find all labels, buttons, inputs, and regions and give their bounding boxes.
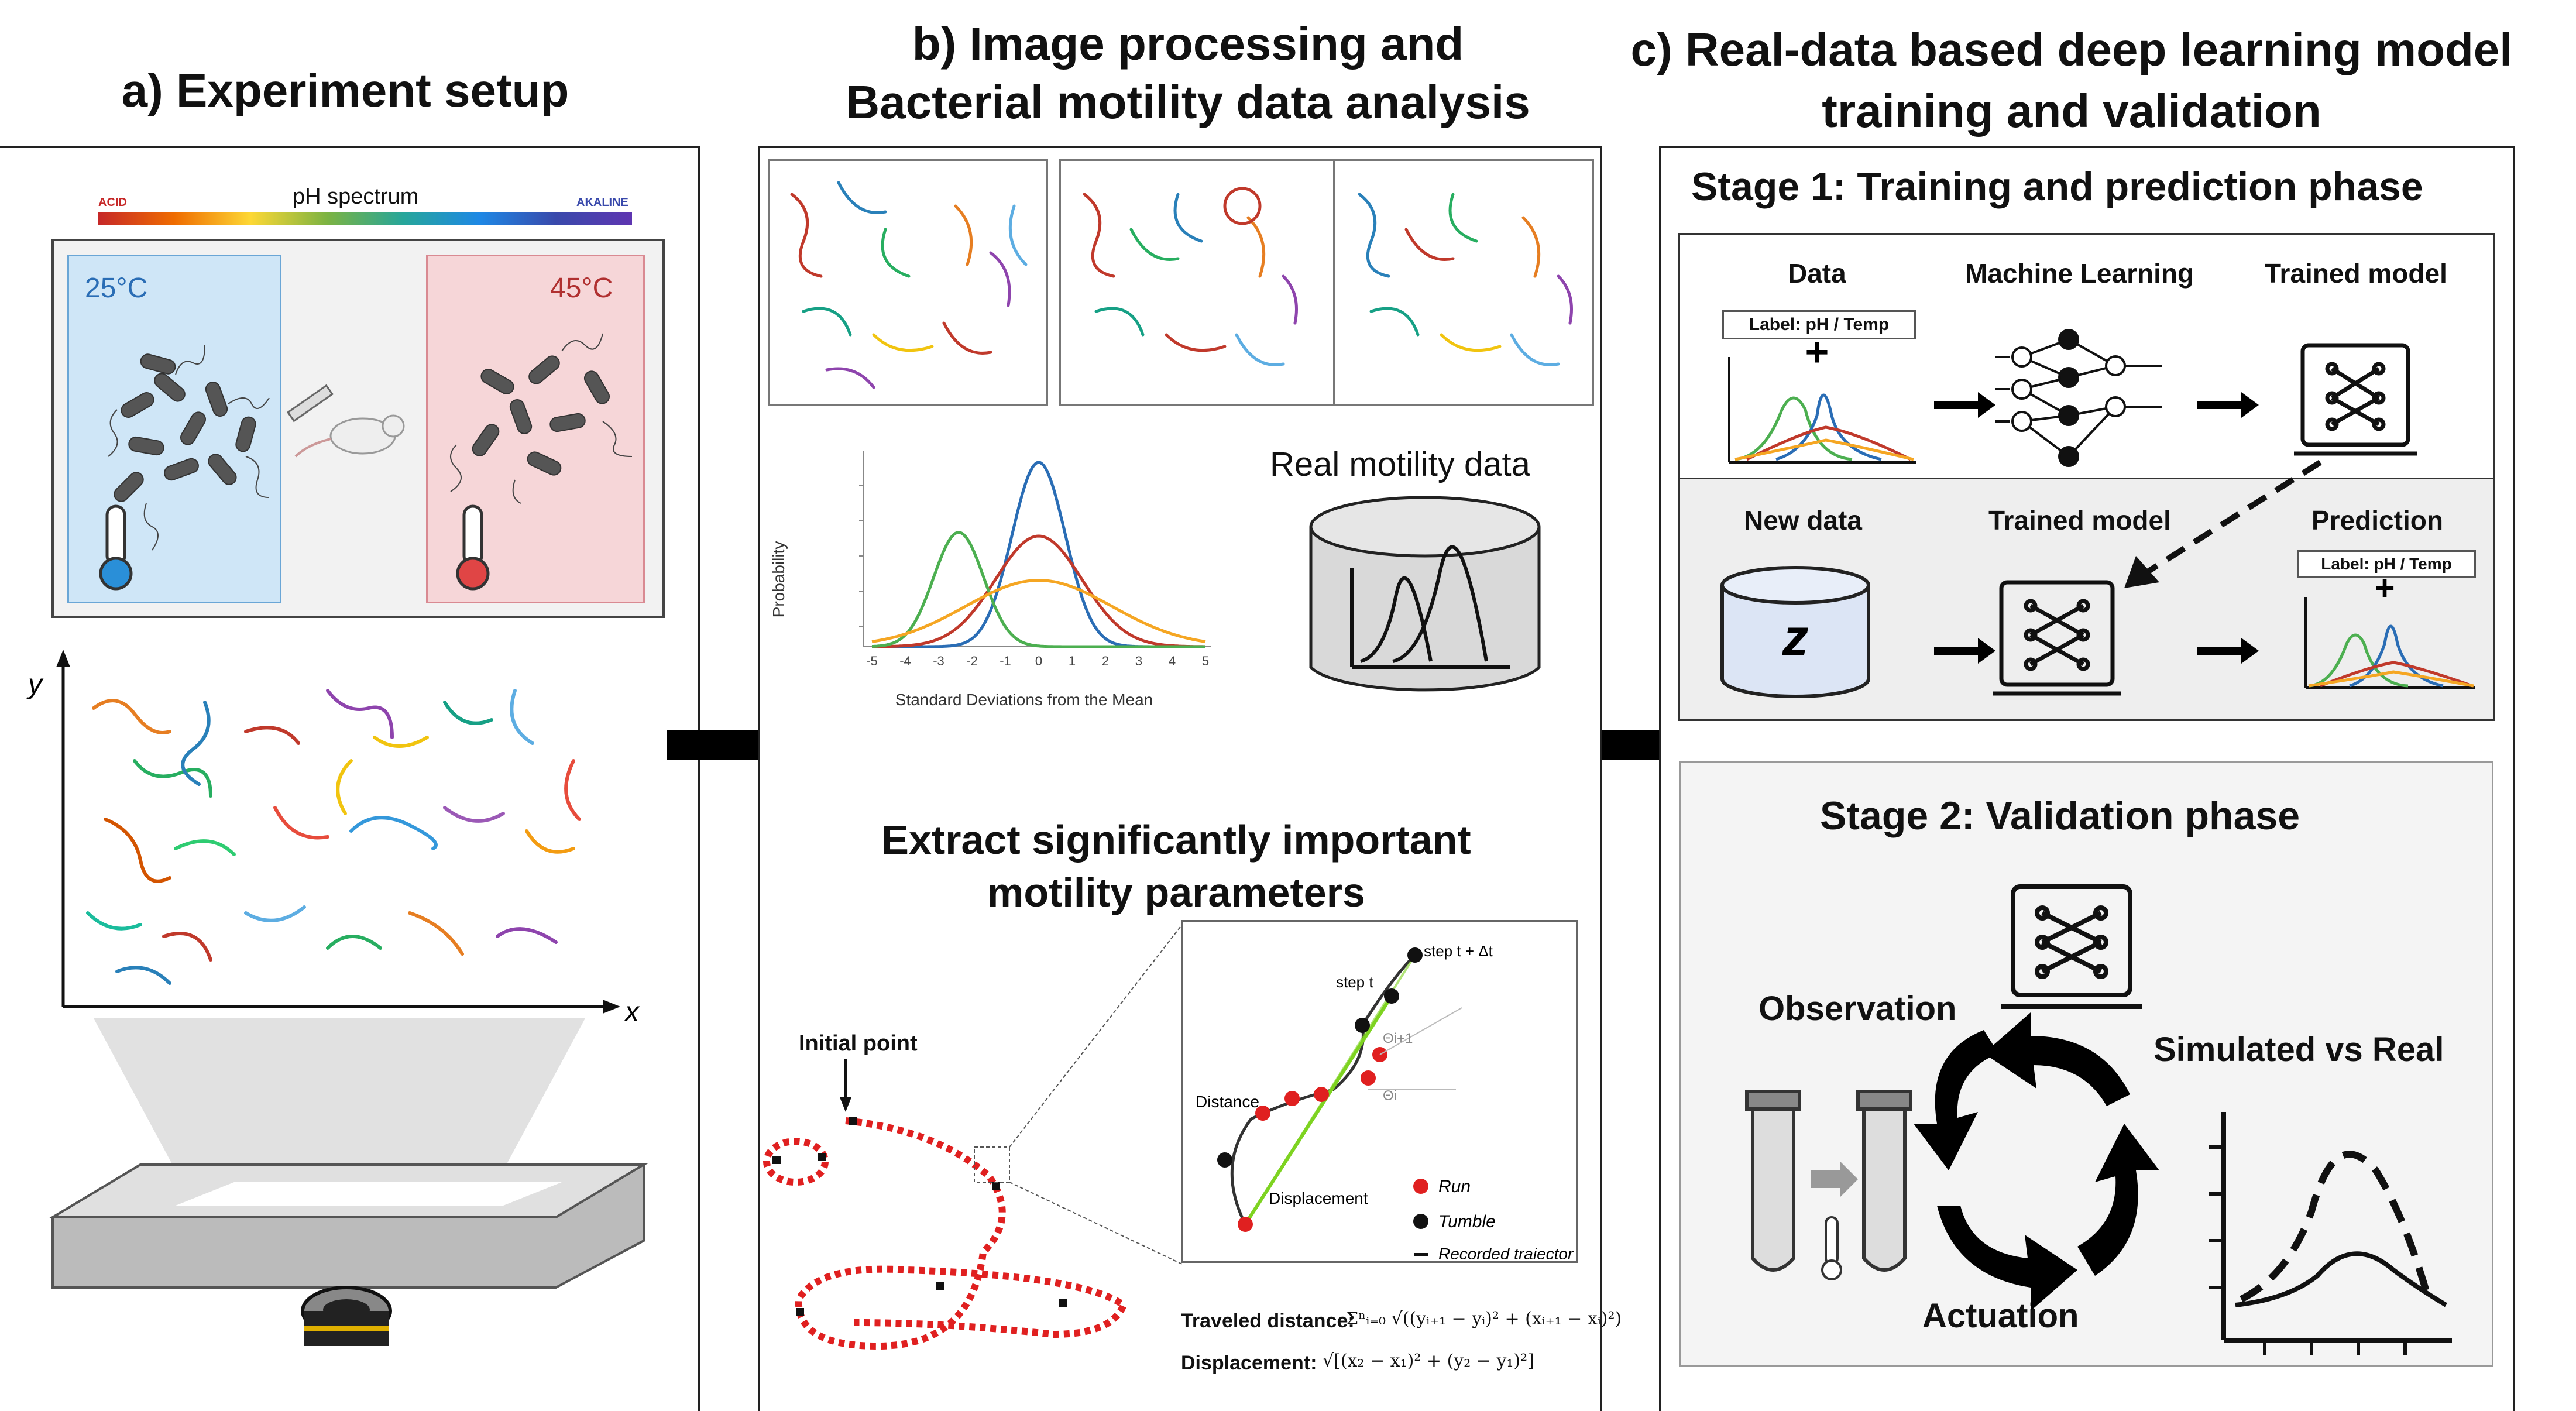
laptop-icon-1: [2294, 343, 2417, 456]
real-motility-data-title: Real motility data: [1270, 445, 1530, 483]
chart-x-tick-label: 0: [1035, 654, 1042, 668]
chart-x-tick-label: -3: [933, 654, 944, 668]
step-t-dt-label: step t + Δt: [1424, 942, 1493, 960]
trained-model-label-2: Trained model: [1988, 505, 2171, 535]
observation-label: Observation: [1758, 990, 1957, 1028]
flagella-cold: [108, 345, 270, 551]
laptop-icon-3: [2001, 884, 2142, 1009]
title-c-line1: c) Real-data based deep learning model: [1630, 23, 2513, 75]
chart-x-tick-label: -1: [1000, 654, 1011, 668]
title-a: a) Experiment setup: [121, 64, 569, 116]
trained-model-label: Trained model: [2265, 258, 2447, 289]
mouse-icon: [294, 414, 405, 458]
initial-point-label: Initial point: [799, 1031, 918, 1056]
extract-heading-line1: Extract significantly important: [881, 817, 1471, 863]
displacement-formula-label: Displacement:: [1181, 1352, 1317, 1374]
title-c-line2: training and validation: [1822, 85, 2321, 137]
zoom-inset: [1181, 920, 1578, 1263]
tracking-image-1: [768, 159, 1048, 406]
trajectory-diagram: [763, 925, 1183, 1350]
y-axis-label: y: [26, 669, 44, 700]
ph-spectrum-bar: [98, 212, 632, 225]
zoom-inset-drawing: step t + Δt step t Θi+1 Θi Distance Disp…: [1196, 942, 1574, 1259]
alkaline-label: AKALINE: [576, 196, 628, 209]
title-b-line1: b) Image processing and: [912, 18, 1464, 70]
traveled-distance-formula: Σⁿᵢ₌₀ √((yᵢ₊₁ − yᵢ)² + (xᵢ₊₁ − xᵢ)²): [1346, 1309, 1622, 1329]
distance-label: Distance: [1196, 1093, 1259, 1111]
cycle-arrows-icon: [1914, 1012, 2159, 1311]
theta-i-label: Θi: [1383, 1088, 1397, 1104]
hot-chamber: [426, 255, 645, 603]
temp-cold-label: 25°C: [85, 273, 148, 304]
flagella-hot: [450, 333, 633, 504]
chart-x-tick-label: -4: [899, 654, 911, 668]
chart-x-tick-label: -2: [966, 654, 978, 668]
chart-x-tick-label: 3: [1135, 654, 1142, 668]
chart-x-tick-label: 4: [1169, 654, 1176, 668]
prediction-label: Prediction: [2311, 505, 2443, 535]
chart-x-tick-label: 5: [1202, 654, 1209, 668]
label-ph-temp-box: Label: pH / Temp: [1722, 310, 1916, 339]
displacement-label: Displacement: [1269, 1189, 1368, 1207]
chart-series-line-0: [872, 461, 1205, 648]
bacteria-cold-icon: [114, 353, 256, 502]
syringe-icon: [286, 384, 334, 423]
database-icon: [1309, 496, 1541, 692]
test-tube-icon-1: [1745, 1090, 1801, 1272]
test-tube-icon-2: [1856, 1090, 1912, 1272]
svg-text:+: +: [2374, 568, 2395, 607]
new-data-database-icon: [1720, 566, 1870, 698]
z-letter: z: [1782, 609, 1809, 667]
stage1-drawing: +: [1720, 329, 2475, 698]
distribution-chart: -5 -4 -3 -2 -1 0 1 2 3 4 5 Probability Standard De…: [770, 451, 1211, 709]
legend-tumble: Tumble: [1438, 1212, 1496, 1231]
thermometer-cold-icon: [99, 504, 133, 591]
chart-x-tick-label: 2: [1102, 654, 1109, 668]
thermometer-hot-icon: [456, 504, 490, 591]
chart-series-line-2: [871, 531, 1205, 648]
chart-x-tick-label: -5: [866, 654, 878, 668]
chart-layer: -5 -4 -3 -2 -1 0 1 2 3 4 5: [859, 451, 1211, 668]
legend-recorded: Recorded trajectory: [1438, 1245, 1574, 1259]
acid-label: ACID: [98, 196, 127, 209]
displacement-formula: √[(x₂ − x₁)² + (y₂ − y₁)²]: [1323, 1351, 1534, 1371]
temp-hot-label: 45°C: [550, 273, 613, 304]
new-data-label: New data: [1744, 505, 1862, 535]
trajectory-plot-a: [48, 650, 648, 1346]
laptop-icon-2: [1993, 580, 2121, 696]
actuation-label: Actuation: [1922, 1297, 2079, 1335]
tracking-trajectories: [790, 181, 1573, 389]
svg-text:+: +: [1805, 329, 1829, 375]
chart-series-line-3: [871, 579, 1206, 643]
chart-xlabel: Standard Deviations from the Mean: [895, 691, 1153, 709]
stage1-title: Stage 1: Training and prediction phase: [1691, 164, 2423, 209]
machine-learning-label: Machine Learning: [1965, 258, 2194, 289]
data-label: Data: [1788, 258, 1846, 289]
sim-vs-real-chart: [2209, 1112, 2452, 1355]
traveled-distance-label: Traveled distance:: [1181, 1310, 1355, 1332]
title-b-line2: Bacterial motility data analysis: [846, 76, 1530, 128]
mini-chart-data: [1728, 357, 1916, 464]
thermometer-small-icon: [1821, 1216, 1842, 1280]
theta-i1-label: Θi+1: [1383, 1031, 1413, 1046]
bacteria-hot-icon: [472, 355, 610, 476]
step-t-label: step t: [1336, 973, 1373, 991]
stage2-drawing: [1745, 884, 2452, 1355]
chart-x-tick-label: 1: [1069, 654, 1076, 668]
ph-spectrum-label: pH spectrum: [293, 184, 419, 209]
simulated-vs-real-label: Simulated vs Real: [2153, 1031, 2444, 1069]
chart-series-line-1: [872, 534, 1205, 648]
extract-heading-line2: motility parameters: [987, 870, 1365, 915]
chart-ylabel: Probability: [770, 541, 788, 618]
x-axis-label: x: [624, 997, 640, 1028]
stage1-arrows: [1934, 392, 2259, 664]
neural-network-icon: [1995, 329, 2162, 467]
legend-run: Run: [1438, 1177, 1471, 1196]
stage2-title: Stage 2: Validation phase: [1820, 794, 2300, 838]
label-ph-temp-box-2: Label: pH / Temp: [2297, 550, 2476, 578]
mini-chart-prediction: [2304, 597, 2475, 689]
